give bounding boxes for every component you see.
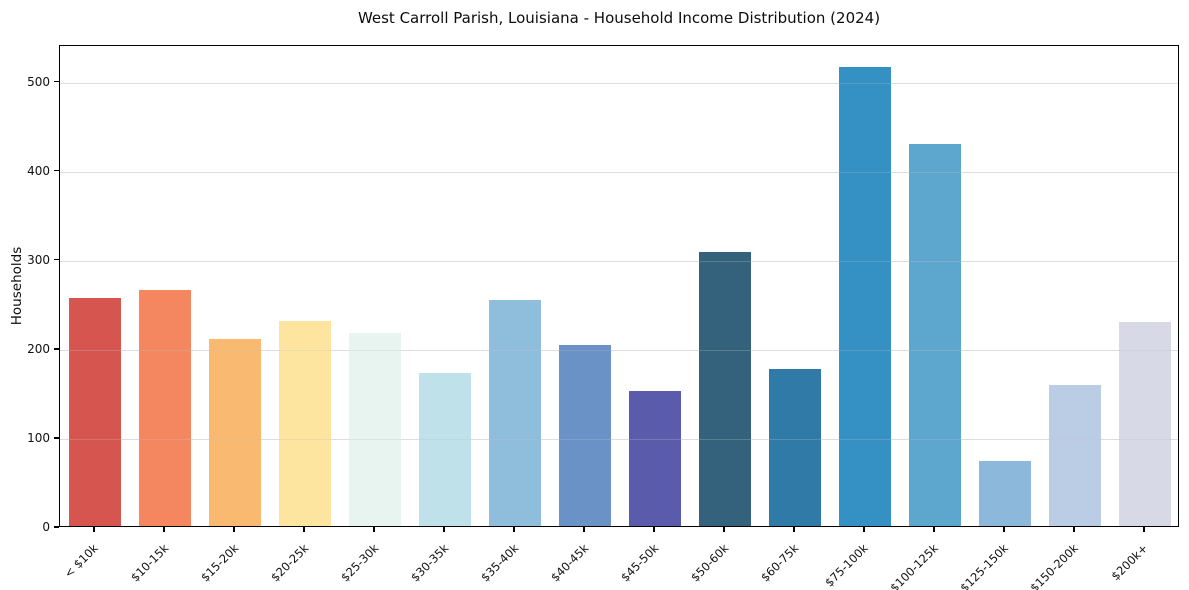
y-tick-mark <box>54 169 59 172</box>
bar-150-200k <box>1049 385 1101 526</box>
y-tick-mark <box>54 348 59 350</box>
bar-45-50k <box>629 390 681 526</box>
bar-15-20k <box>209 338 261 526</box>
gridline <box>60 171 1178 173</box>
bar-40-45k <box>559 345 611 526</box>
x-tick-label: $10-15k <box>127 541 171 585</box>
bar-10-15k <box>139 289 191 526</box>
y-tick-label: 300 <box>27 252 50 267</box>
x-tick-label: $100-125k <box>887 541 941 590</box>
plot-area <box>59 45 1179 527</box>
bar-25-30k <box>349 332 401 526</box>
x-tick-mark <box>303 527 305 532</box>
x-tick-mark <box>583 527 585 532</box>
y-tick-label: 500 <box>27 74 50 89</box>
x-tick-label: $150-200k <box>1027 541 1081 590</box>
bar-20-25k <box>279 321 331 526</box>
x-tick-mark <box>163 527 165 532</box>
x-tick-mark <box>1003 527 1005 532</box>
gridline <box>60 260 1178 262</box>
x-tick-mark <box>933 527 935 532</box>
x-tick-mark <box>723 527 725 532</box>
x-tick-mark <box>793 527 795 532</box>
x-tick-mark <box>863 527 865 532</box>
x-tick-label: $35-40k <box>477 541 521 585</box>
x-tick-label: < $10k <box>61 541 101 581</box>
y-tick-mark <box>54 259 59 261</box>
x-tick-label: $125-150k <box>957 541 1011 590</box>
x-tick-label: $45-50k <box>617 541 661 585</box>
y-tick-label: 100 <box>27 430 50 445</box>
x-tick-label: $25-30k <box>337 541 381 585</box>
bar-10k <box>69 297 121 526</box>
gridline <box>60 349 1178 351</box>
x-tick-label: $15-20k <box>197 541 241 585</box>
x-tick-label: $200k+ <box>1108 541 1151 584</box>
gridline <box>60 349 1178 351</box>
y-tick-mark <box>54 80 59 83</box>
bar-35-40k <box>489 299 541 526</box>
bar-100-125k <box>909 143 961 526</box>
y-tick-label: 0 <box>42 520 50 534</box>
x-tick-mark <box>373 527 375 532</box>
x-tick-label: $20-25k <box>267 541 311 585</box>
x-tick-mark <box>443 527 445 532</box>
bar-50-60k <box>699 252 751 526</box>
bar-60-75k <box>769 369 821 526</box>
y-tick-mark <box>54 526 59 528</box>
x-tick-mark <box>93 527 95 532</box>
x-tick-label: $40-45k <box>547 541 591 585</box>
bar-200k <box>1119 321 1171 526</box>
gridline <box>60 438 1178 440</box>
gridline <box>60 82 1178 84</box>
gridline <box>60 171 1178 173</box>
bar-125-150k <box>979 460 1031 526</box>
x-tick-mark <box>233 527 235 532</box>
x-tick-mark <box>513 527 515 532</box>
bar-30-35k <box>419 372 471 526</box>
x-tick-label: $30-35k <box>407 541 451 585</box>
y-tick-label: 400 <box>27 163 50 178</box>
x-tick-label: $60-75k <box>757 541 801 585</box>
y-tick-mark <box>54 437 59 439</box>
x-tick-label: $50-60k <box>687 541 731 585</box>
x-tick-mark <box>1143 527 1145 532</box>
chart-title: West Carroll Parish, Louisiana - Househo… <box>357 9 881 27</box>
x-tick-label: $75-100k <box>822 541 871 590</box>
gridline <box>60 260 1178 262</box>
y-tick-label: 200 <box>27 341 50 356</box>
x-tick-mark <box>1073 527 1075 532</box>
x-tick-mark <box>653 527 655 532</box>
gridline <box>60 82 1178 84</box>
gridline <box>60 438 1178 440</box>
bar-75-100k <box>839 67 891 526</box>
